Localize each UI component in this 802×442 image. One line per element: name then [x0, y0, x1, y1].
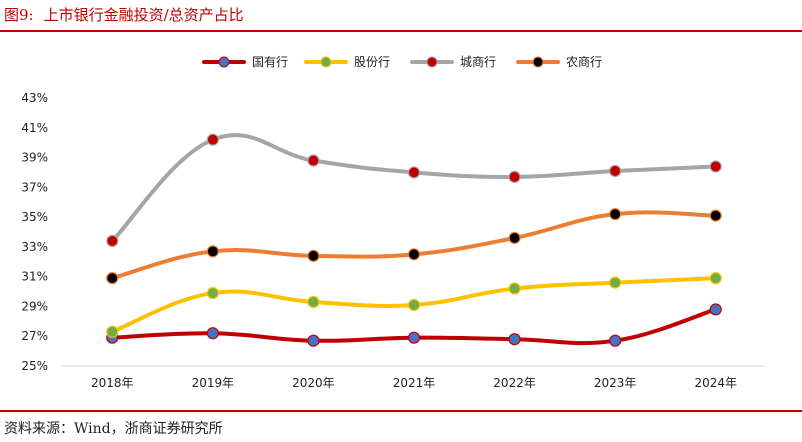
y-tick-label: 29% — [21, 299, 48, 313]
x-tick-label: 2021年 — [393, 376, 436, 390]
legend-marker — [218, 56, 230, 68]
legend-marker — [426, 56, 438, 68]
y-tick-label: 27% — [21, 329, 48, 343]
data-point — [106, 234, 119, 248]
y-tick-label: 25% — [21, 359, 48, 373]
legend-label: 农商行 — [566, 54, 602, 69]
series-markers — [106, 133, 722, 347]
y-tick-label: 35% — [21, 210, 48, 224]
figure-number: 图9: — [4, 6, 34, 24]
data-point — [106, 272, 119, 285]
legend-marker — [320, 56, 332, 68]
legend-marker — [532, 56, 544, 68]
series-lines — [110, 133, 718, 346]
data-point — [709, 160, 722, 173]
y-tick-label: 41% — [21, 121, 48, 135]
data-point — [407, 166, 421, 179]
legend-label: 城商行 — [460, 54, 496, 69]
y-tick-label: 37% — [21, 180, 48, 194]
y-axis: 25% 27% 29% 31% 33% 35% 37% 39% 41% 43% — [21, 91, 48, 373]
data-point — [609, 164, 622, 178]
data-point — [709, 272, 722, 285]
legend-label: 股份行 — [354, 55, 390, 69]
x-tick-label: 2018年 — [91, 376, 134, 390]
data-point — [307, 154, 320, 167]
title-rule — [0, 30, 802, 32]
x-axis: 2018年 2019年 2020年 2021年 2022年 2023年 2024年 — [62, 365, 766, 390]
x-tick-label: 2024年 — [694, 376, 737, 390]
y-tick-label: 31% — [21, 270, 48, 284]
data-point — [609, 276, 622, 289]
data-point — [307, 295, 320, 309]
source-rule — [0, 410, 802, 412]
data-point — [709, 303, 722, 316]
data-point — [106, 325, 119, 338]
data-point — [508, 333, 521, 346]
figure-title-text: 上市银行金融投资/总资产占比 — [43, 6, 244, 24]
data-point — [609, 334, 622, 347]
series-line-3 — [110, 133, 718, 243]
legend-label: 国有行 — [252, 55, 288, 69]
data-point — [206, 286, 219, 300]
x-tick-label: 2019年 — [192, 376, 235, 390]
figure-title: 图9: 上市银行金融投资/总资产占比 — [4, 4, 244, 25]
x-tick-label: 2020年 — [292, 376, 335, 390]
data-point — [508, 282, 521, 295]
y-tick-label: 39% — [21, 151, 48, 165]
x-tick-label: 2023年 — [594, 376, 637, 390]
y-tick-label: 43% — [21, 91, 48, 105]
data-point — [709, 209, 722, 222]
data-point — [508, 231, 521, 245]
data-point — [407, 298, 421, 312]
data-point — [206, 245, 219, 258]
data-point — [206, 133, 219, 146]
data-point — [609, 208, 622, 221]
series-line-4 — [110, 210, 718, 281]
data-point — [206, 327, 219, 340]
data-point — [407, 331, 421, 344]
data-point — [508, 170, 521, 184]
data-point — [307, 334, 320, 347]
y-tick-label: 33% — [21, 240, 48, 254]
x-tick-label: 2022年 — [493, 376, 536, 390]
data-point — [407, 248, 421, 261]
chart-legend: 国有行 股份行 城商行 农商行 — [202, 54, 602, 69]
source-note: 资料来源：Wind，浙商证券研究所 — [4, 421, 223, 437]
data-point — [307, 249, 320, 262]
